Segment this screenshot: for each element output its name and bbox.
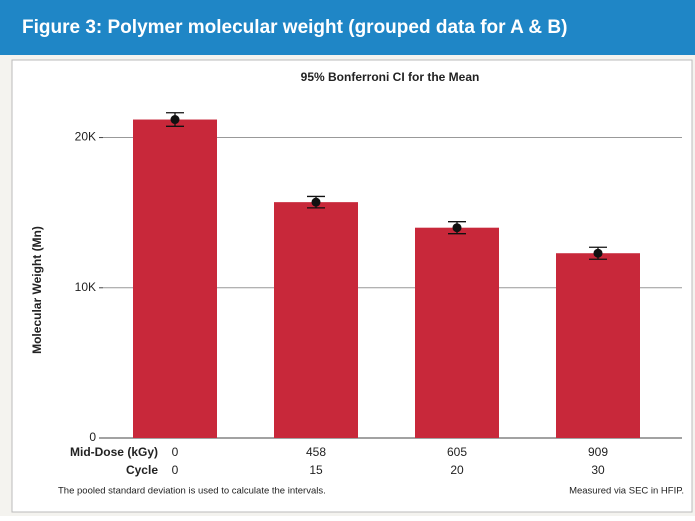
y-tick-label: 20K	[75, 130, 96, 144]
y-tick-label: 10K	[75, 280, 96, 294]
mean-point	[593, 248, 603, 258]
x-tick-label: 15	[309, 463, 323, 477]
x-tick-label: 909	[588, 445, 608, 459]
x-tick-label: 0	[172, 463, 179, 477]
mean-point	[311, 197, 321, 207]
y-tick-label: 0	[89, 430, 96, 444]
y-axis-label: Molecular Weight (Mn)	[30, 226, 44, 354]
chart-title: Figure 3: Polymer molecular weight (grou…	[22, 17, 567, 38]
x-tick-label: 458	[306, 445, 326, 459]
mean-point	[170, 115, 180, 125]
footnote-right: Measured via SEC in HFIP.	[569, 486, 684, 497]
x-row-name: Cycle	[126, 463, 158, 477]
x-tick-label: 0	[172, 445, 179, 459]
chart-subtitle: 95% Bonferroni CI for the Mean	[301, 70, 480, 84]
x-row-name: Mid-Dose (kGy)	[70, 445, 158, 459]
header-bar	[0, 0, 695, 55]
x-tick-label: 30	[591, 463, 605, 477]
mean-point	[452, 223, 462, 233]
bar	[415, 227, 499, 438]
bar	[556, 253, 640, 438]
x-tick-label: 20	[450, 463, 464, 477]
footnote-left: The pooled standard deviation is used to…	[58, 486, 326, 497]
x-tick-label: 605	[447, 445, 467, 459]
bar	[274, 202, 358, 438]
bar	[133, 119, 217, 438]
